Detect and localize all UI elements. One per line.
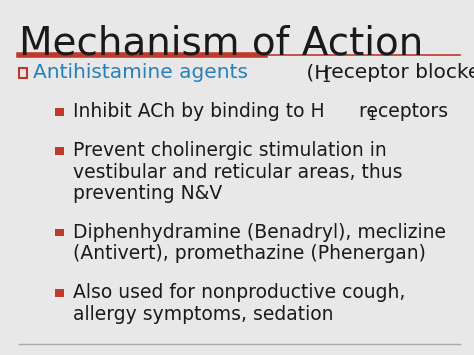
Text: Inhibit ACh by binding to H: Inhibit ACh by binding to H [73, 102, 325, 121]
Text: Antihistamine agents: Antihistamine agents [33, 63, 248, 82]
Text: (Antivert), promethazine (Phenergan): (Antivert), promethazine (Phenergan) [73, 244, 426, 263]
Text: receptors: receptors [353, 102, 448, 121]
Text: allergy symptoms, sedation: allergy symptoms, sedation [73, 305, 334, 324]
Bar [19, 68, 27, 78]
Text: Prevent cholinergic stimulation in: Prevent cholinergic stimulation in [73, 141, 387, 160]
Bar [55, 147, 64, 155]
Text: 1: 1 [321, 70, 330, 85]
Text: Diphenhydramine (Benadryl), meclizine: Diphenhydramine (Benadryl), meclizine [73, 223, 447, 242]
Text: vestibular and reticular areas, thus: vestibular and reticular areas, thus [73, 163, 403, 182]
Text: (H: (H [300, 63, 329, 82]
Text: Mechanism of Action: Mechanism of Action [19, 25, 423, 63]
Text: Also used for nonproductive cough,: Also used for nonproductive cough, [73, 283, 406, 302]
Text: 1: 1 [368, 109, 376, 124]
Bar [55, 108, 64, 116]
Text: preventing N&V: preventing N&V [73, 184, 223, 203]
Bar [55, 289, 64, 297]
Bar [55, 229, 64, 236]
Text: receptor blockers): receptor blockers) [318, 63, 474, 82]
